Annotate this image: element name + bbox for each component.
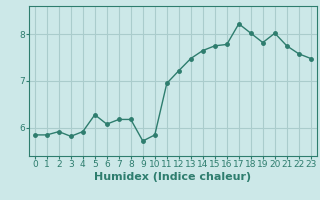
X-axis label: Humidex (Indice chaleur): Humidex (Indice chaleur): [94, 172, 252, 182]
